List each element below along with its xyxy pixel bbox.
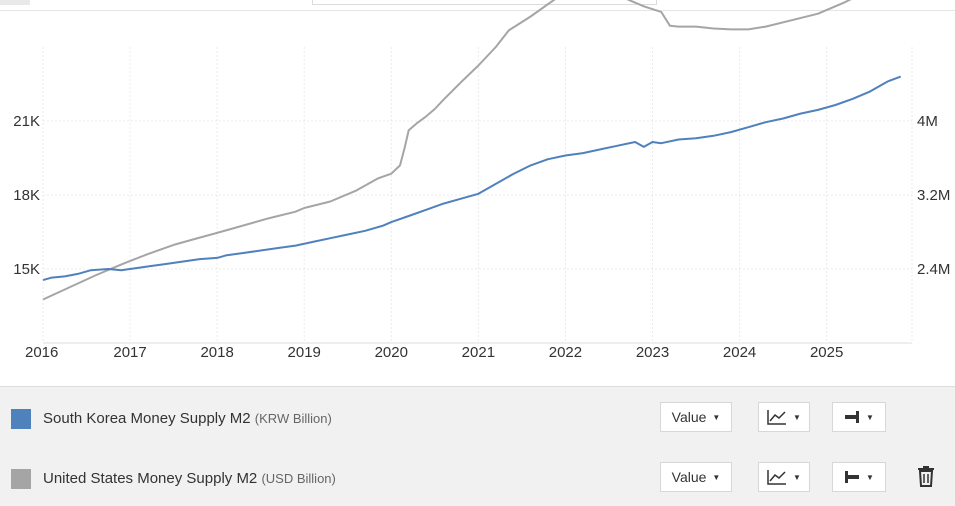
left-y-tick-label: 18K	[13, 187, 40, 204]
caret-down-icon: ▼	[712, 412, 721, 422]
x-tick-label: 2016	[25, 344, 58, 361]
axis-position-dropdown[interactable]: ▼	[832, 402, 886, 432]
right-y-tick-label: 4M	[917, 113, 938, 130]
right-y-tick-label: 2.4M	[917, 261, 950, 278]
chart-lines	[42, 0, 902, 301]
x-tick-label: 2019	[288, 344, 321, 361]
series-unit: (USD Billion)	[261, 471, 336, 486]
right-axis-icon	[845, 411, 860, 423]
x-tick-label: 2020	[375, 344, 408, 361]
series-color-swatch[interactable]	[11, 409, 31, 429]
series-label: United States Money Supply M2 (USD Billi…	[43, 470, 336, 487]
legend-panel: South Korea Money Supply M2 (KRW Billion…	[0, 386, 955, 506]
left-y-tick-label: 15K	[13, 261, 40, 278]
caret-down-icon: ▼	[712, 472, 721, 482]
x-tick-label: 2018	[200, 344, 233, 361]
series-name: South Korea Money Supply M2	[43, 410, 251, 427]
axis-position-dropdown[interactable]: ▼	[832, 462, 886, 492]
x-tick-label: 2021	[462, 344, 495, 361]
caret-down-icon: ▼	[866, 412, 874, 422]
line-chart-icon	[767, 410, 787, 425]
caret-down-icon: ▼	[866, 472, 874, 482]
left-axis-icon	[845, 471, 860, 483]
x-tick-label: 2023	[636, 344, 669, 361]
series-name: United States Money Supply M2	[43, 470, 258, 487]
series-label: South Korea Money Supply M2 (KRW Billion…	[43, 410, 332, 427]
value-dropdown[interactable]: Value ▼	[660, 402, 732, 432]
chart-type-dropdown[interactable]: ▼	[758, 402, 810, 432]
top-toolbar-strip	[0, 0, 955, 11]
caret-down-icon: ▼	[793, 472, 801, 482]
line-chart-icon	[767, 470, 787, 485]
series-color-swatch[interactable]	[11, 469, 31, 489]
left-y-tick-label: 21K	[13, 113, 40, 130]
money-supply-chart: 2016 2017 2018 2019 2020 2021 2022 2023 2024 2025…	[13, 0, 950, 361]
legend-row-united-states: United States Money Supply M2 (USD Billi…	[0, 459, 955, 499]
right-y-tick-label: 3.2M	[917, 187, 950, 204]
value-dropdown[interactable]: Value ▼	[660, 462, 732, 492]
x-tick-label: 2025	[810, 344, 843, 361]
x-tick-label: 2022	[549, 344, 582, 361]
top-search-box-edge[interactable]	[312, 0, 657, 5]
series-unit: (KRW Billion)	[254, 411, 332, 426]
x-tick-label: 2017	[113, 344, 146, 361]
trash-icon[interactable]	[916, 465, 936, 487]
series-line-south-korea	[42, 75, 902, 282]
series-line-united-states	[42, 0, 852, 301]
caret-down-icon: ▼	[793, 412, 801, 422]
x-tick-label: 2024	[723, 344, 756, 361]
value-dropdown-label: Value	[671, 469, 707, 485]
top-tab-edge[interactable]	[0, 0, 30, 5]
value-dropdown-label: Value	[671, 409, 707, 425]
chart-type-dropdown[interactable]: ▼	[758, 462, 810, 492]
chart-axes: 2016 2017 2018 2019 2020 2021 2022 2023 2024 2025…	[13, 113, 950, 361]
legend-row-south-korea: South Korea Money Supply M2 (KRW Billion…	[0, 399, 955, 439]
